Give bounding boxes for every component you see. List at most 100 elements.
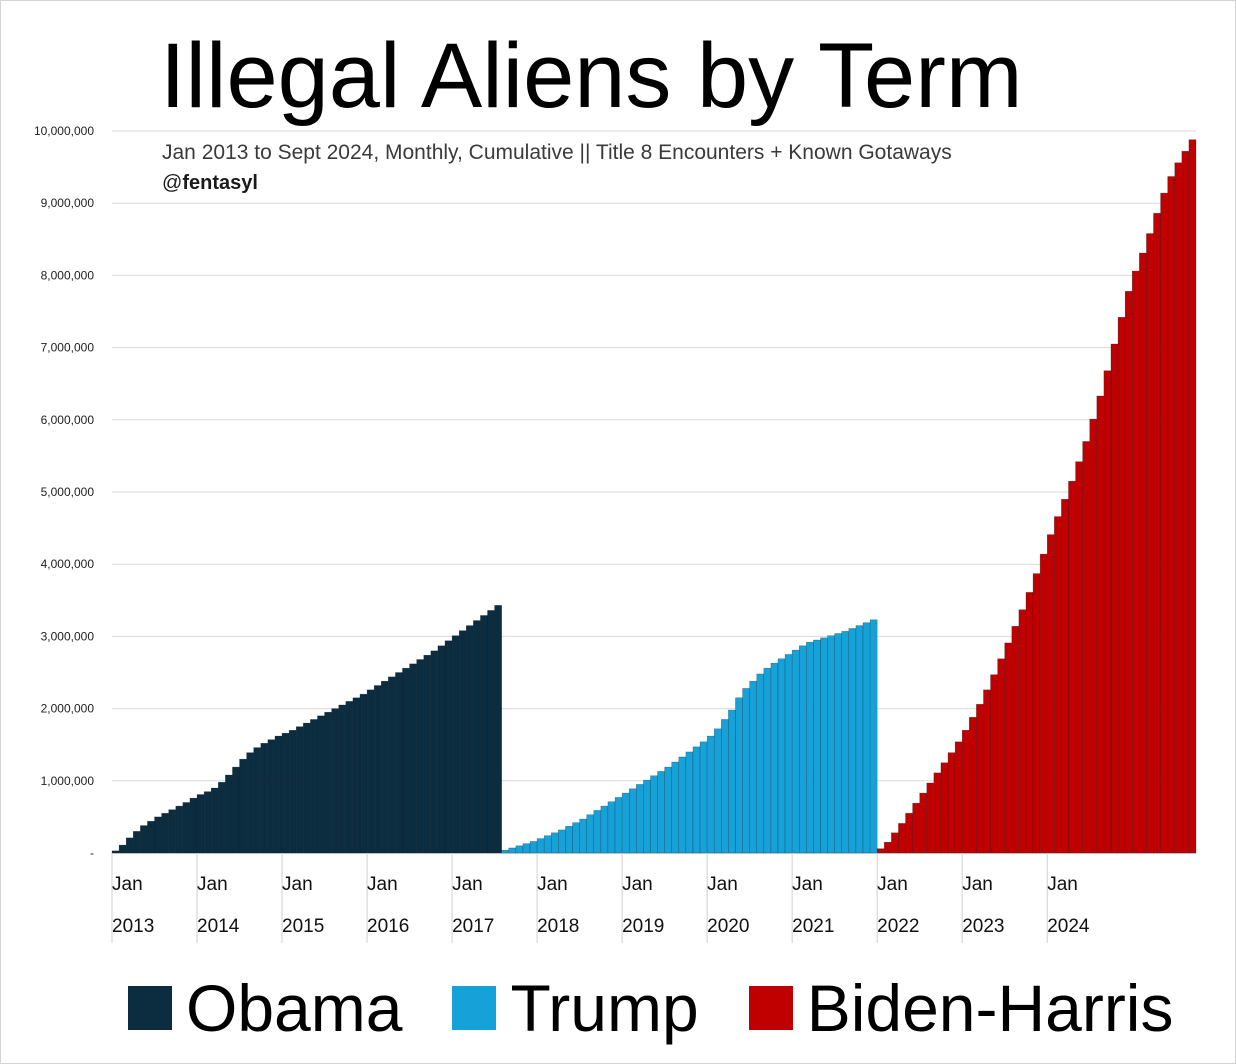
bar-biden-harris (891, 832, 899, 854)
bar-obama (267, 739, 276, 854)
bar-trump (699, 741, 708, 854)
bar-obama (196, 794, 205, 854)
bar-biden-harris (1089, 418, 1098, 854)
bar-biden-harris (1188, 139, 1197, 854)
bar-trump (770, 662, 779, 854)
bar-trump (551, 832, 559, 854)
bar-obama (345, 701, 354, 854)
bar-biden-harris (1054, 516, 1062, 854)
x-tick-year-label: 2018 (537, 916, 579, 937)
axes: - 1,000,000 2,000,000 3,000,000 4,000,000 5,0… (34, 124, 1196, 943)
x-tick-month-label: Jan (962, 874, 993, 895)
legend-swatch (128, 986, 172, 1030)
bar-obama (154, 816, 162, 854)
bar-trump (813, 639, 821, 854)
bar-obama (494, 605, 502, 854)
y-tick-label: 1,000,000 (41, 774, 95, 788)
x-tick-month-label: Jan (1047, 874, 1078, 895)
bar-trump (636, 784, 644, 854)
bar-biden-harris (905, 813, 913, 854)
bar-obama (437, 645, 446, 854)
x-tick-year-label: 2015 (282, 916, 324, 937)
bar-trump (855, 625, 864, 854)
bar-biden-harris (961, 730, 970, 854)
bar-biden-harris (990, 674, 998, 854)
bar-trump (841, 631, 850, 854)
legend-item-obama: Obama (128, 970, 402, 1046)
bar-biden-harris (1039, 553, 1048, 854)
x-tick-month-label: Jan (452, 874, 483, 895)
bar-biden-harris (1011, 626, 1020, 854)
bar-biden-harris (1160, 192, 1168, 854)
bar-biden-harris (884, 841, 892, 854)
bar-trump (643, 779, 651, 854)
bar-trump (558, 829, 566, 854)
bar-biden-harris (1082, 441, 1090, 854)
bar-obama (395, 672, 403, 854)
bar-obama (253, 747, 262, 854)
x-tick-year-label: 2024 (1047, 916, 1090, 937)
bar-trump (798, 645, 807, 854)
y-tick-label: 2,000,000 (41, 702, 95, 716)
bar-trump (664, 766, 672, 854)
bar-obama (182, 802, 191, 854)
bar-trump (763, 667, 772, 854)
bar-trump (543, 835, 552, 854)
bar-biden-harris (1181, 150, 1190, 854)
bar-obama (366, 689, 375, 854)
bar-obama (338, 704, 347, 854)
bar-obama (388, 676, 396, 854)
bar-obama (225, 774, 233, 854)
bar-obama (423, 654, 432, 854)
bar-trump (572, 822, 580, 854)
y-tick-label: 5,000,000 (41, 485, 95, 499)
bar-trump (777, 658, 786, 854)
bar-obama (133, 831, 141, 854)
bar-obama (465, 625, 474, 854)
bar-obama (303, 722, 311, 854)
y-tick-label: 10,000,000 (34, 124, 94, 138)
legend-item-trump: Trump (452, 970, 699, 1046)
bar-trump (657, 771, 665, 854)
bar-trump (791, 649, 800, 854)
bar-trump (749, 680, 757, 854)
bar-biden-harris (1075, 461, 1083, 854)
bar-trump (565, 826, 573, 854)
bar-obama (451, 635, 460, 854)
bar-biden-harris (1174, 162, 1183, 854)
bar-biden-harris (1096, 395, 1105, 854)
bars (111, 139, 1197, 854)
bar-trump (756, 673, 765, 854)
bar-trump (706, 735, 715, 854)
bar-biden-harris (1117, 317, 1126, 854)
bar-obama (147, 820, 155, 854)
bar-obama (118, 844, 127, 854)
bar-obama (430, 650, 439, 854)
bar-obama (380, 680, 389, 854)
bar-trump (501, 849, 510, 854)
x-tick-month-label: Jan (707, 874, 738, 895)
bar-trump (692, 746, 701, 854)
bar-trump (735, 697, 743, 854)
bar-trump (713, 728, 722, 854)
bar-biden-harris (919, 792, 928, 854)
x-tick-year-label: 2019 (622, 916, 664, 937)
bar-obama (161, 813, 169, 854)
bar-obama (317, 715, 325, 854)
y-tick-label: 7,000,000 (41, 341, 95, 355)
y-tick-label: 9,000,000 (41, 196, 95, 210)
bar-trump (621, 792, 630, 854)
bar-trump (529, 841, 538, 854)
bar-biden-harris (926, 782, 935, 854)
bar-obama (274, 735, 283, 854)
legend-swatch (452, 986, 497, 1030)
bar-obama (373, 685, 382, 854)
bar-obama (416, 659, 424, 854)
bar-obama (444, 640, 453, 854)
bar-biden-harris (954, 741, 963, 854)
bar-biden-harris (969, 717, 977, 854)
y-tick-label: 6,000,000 (41, 413, 95, 427)
x-tick-year-label: 2016 (367, 916, 409, 937)
bar-biden-harris (947, 752, 956, 854)
bar-trump (579, 818, 587, 854)
